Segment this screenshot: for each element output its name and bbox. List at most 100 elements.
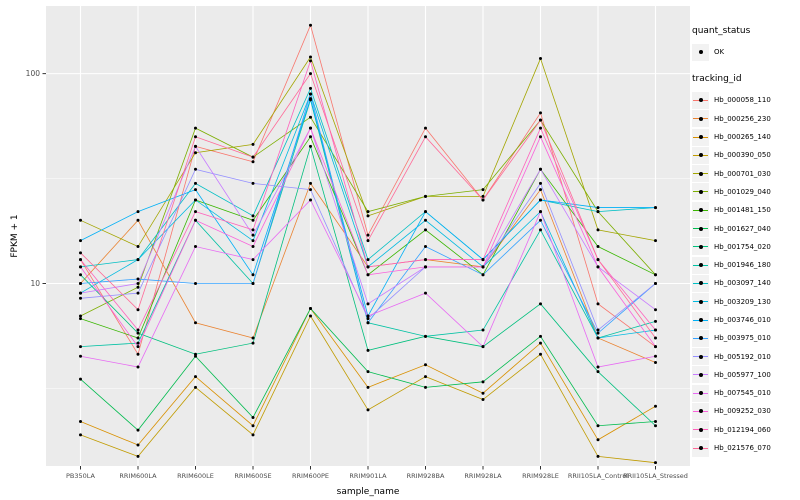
data-point: [654, 354, 657, 358]
data-point: [79, 265, 82, 269]
point-icon: [698, 208, 703, 213]
point-icon: [698, 427, 703, 432]
data-point: [136, 328, 140, 332]
data-point: [366, 348, 370, 352]
data-point: [366, 265, 370, 269]
data-point: [539, 210, 542, 214]
data-point: [539, 334, 542, 338]
data-point: [366, 214, 370, 218]
data-point: [136, 308, 140, 312]
data-point: [654, 424, 657, 428]
data-point: [596, 210, 600, 214]
data-point: [596, 424, 600, 428]
data-point: [654, 461, 657, 465]
data-point: [596, 265, 600, 269]
data-point: [424, 210, 427, 214]
data-point: [251, 181, 255, 185]
data-point: [309, 135, 312, 139]
data-point: [79, 251, 82, 255]
data-point: [654, 281, 657, 285]
legend-key: [692, 256, 709, 274]
data-point: [424, 194, 427, 198]
data-point: [309, 181, 312, 185]
data-point: [251, 218, 255, 222]
data-point: [309, 59, 312, 63]
data-point: [251, 214, 255, 218]
data-point: [481, 188, 485, 192]
data-point: [481, 194, 485, 198]
legend-key: [692, 201, 709, 219]
data-point: [654, 404, 657, 408]
data-point: [136, 285, 140, 289]
data-point: [654, 419, 657, 423]
point-icon: [698, 372, 703, 377]
point-icon: [698, 171, 703, 176]
legend: quant_status OK tracking_id Hb_000058_11…: [692, 24, 798, 457]
data-point: [654, 345, 657, 349]
data-point: [136, 291, 140, 295]
data-point: [539, 135, 542, 139]
data-point: [424, 291, 427, 295]
data-point: [424, 228, 427, 232]
data-point: [366, 314, 370, 318]
point-icon: [698, 135, 703, 140]
data-point: [654, 361, 657, 365]
data-point: [596, 302, 600, 306]
data-point: [309, 115, 312, 119]
legend-item: Hb_021576_070: [692, 439, 798, 457]
data-point: [366, 239, 370, 243]
data-point: [596, 328, 600, 332]
data-point: [251, 142, 255, 146]
x-axis-title: sample_name: [336, 487, 400, 497]
legend-item: Hb_000701_030: [692, 164, 798, 183]
data-point: [79, 433, 82, 437]
data-point: [194, 135, 197, 139]
data-point: [251, 160, 255, 164]
data-point: [596, 206, 600, 210]
data-point: [79, 314, 82, 318]
data-point: [424, 135, 427, 139]
data-point: [79, 258, 82, 262]
data-point: [136, 277, 140, 281]
data-point: [481, 198, 485, 202]
x-tick-label: RRIM928BA: [407, 472, 445, 480]
data-point: [79, 239, 82, 243]
point-icon: [698, 226, 703, 231]
point-icon: [698, 98, 703, 103]
data-point: [596, 454, 600, 458]
x-tick-label: RRIM928LE: [522, 472, 559, 480]
data-point: [424, 363, 427, 367]
data-point: [596, 245, 600, 249]
data-point: [596, 438, 600, 442]
data-point: [481, 345, 485, 349]
data-point: [539, 167, 542, 171]
legend-item: Hb_001754_020: [692, 238, 798, 256]
legend-item: Hb_001627_040: [692, 219, 798, 238]
legend-label: Hb_001754_020: [714, 242, 771, 251]
data-point: [136, 258, 140, 262]
data-point: [596, 228, 600, 232]
point-icon: [698, 244, 703, 249]
point-icon: [698, 153, 703, 158]
legend-key: [692, 439, 709, 457]
ok-point-key: [692, 43, 709, 61]
x-tick-label: RRII105LA_Stressed: [623, 472, 688, 480]
point-icon: [698, 281, 703, 286]
data-point: [136, 210, 140, 214]
point-icon: [698, 409, 703, 414]
data-point: [309, 72, 312, 76]
data-point: [309, 126, 312, 130]
data-point: [309, 198, 312, 202]
data-point: [251, 233, 255, 237]
ok-label: OK: [714, 48, 725, 57]
data-point: [79, 419, 82, 423]
data-point: [424, 375, 427, 379]
data-point: [309, 307, 312, 311]
data-point: [194, 352, 197, 356]
point-icon: [698, 354, 703, 359]
legend-item: Hb_001481_150: [692, 201, 798, 219]
legend-label: Hb_001946_180: [714, 261, 771, 270]
data-point: [366, 370, 370, 374]
point-icon: [698, 263, 703, 268]
